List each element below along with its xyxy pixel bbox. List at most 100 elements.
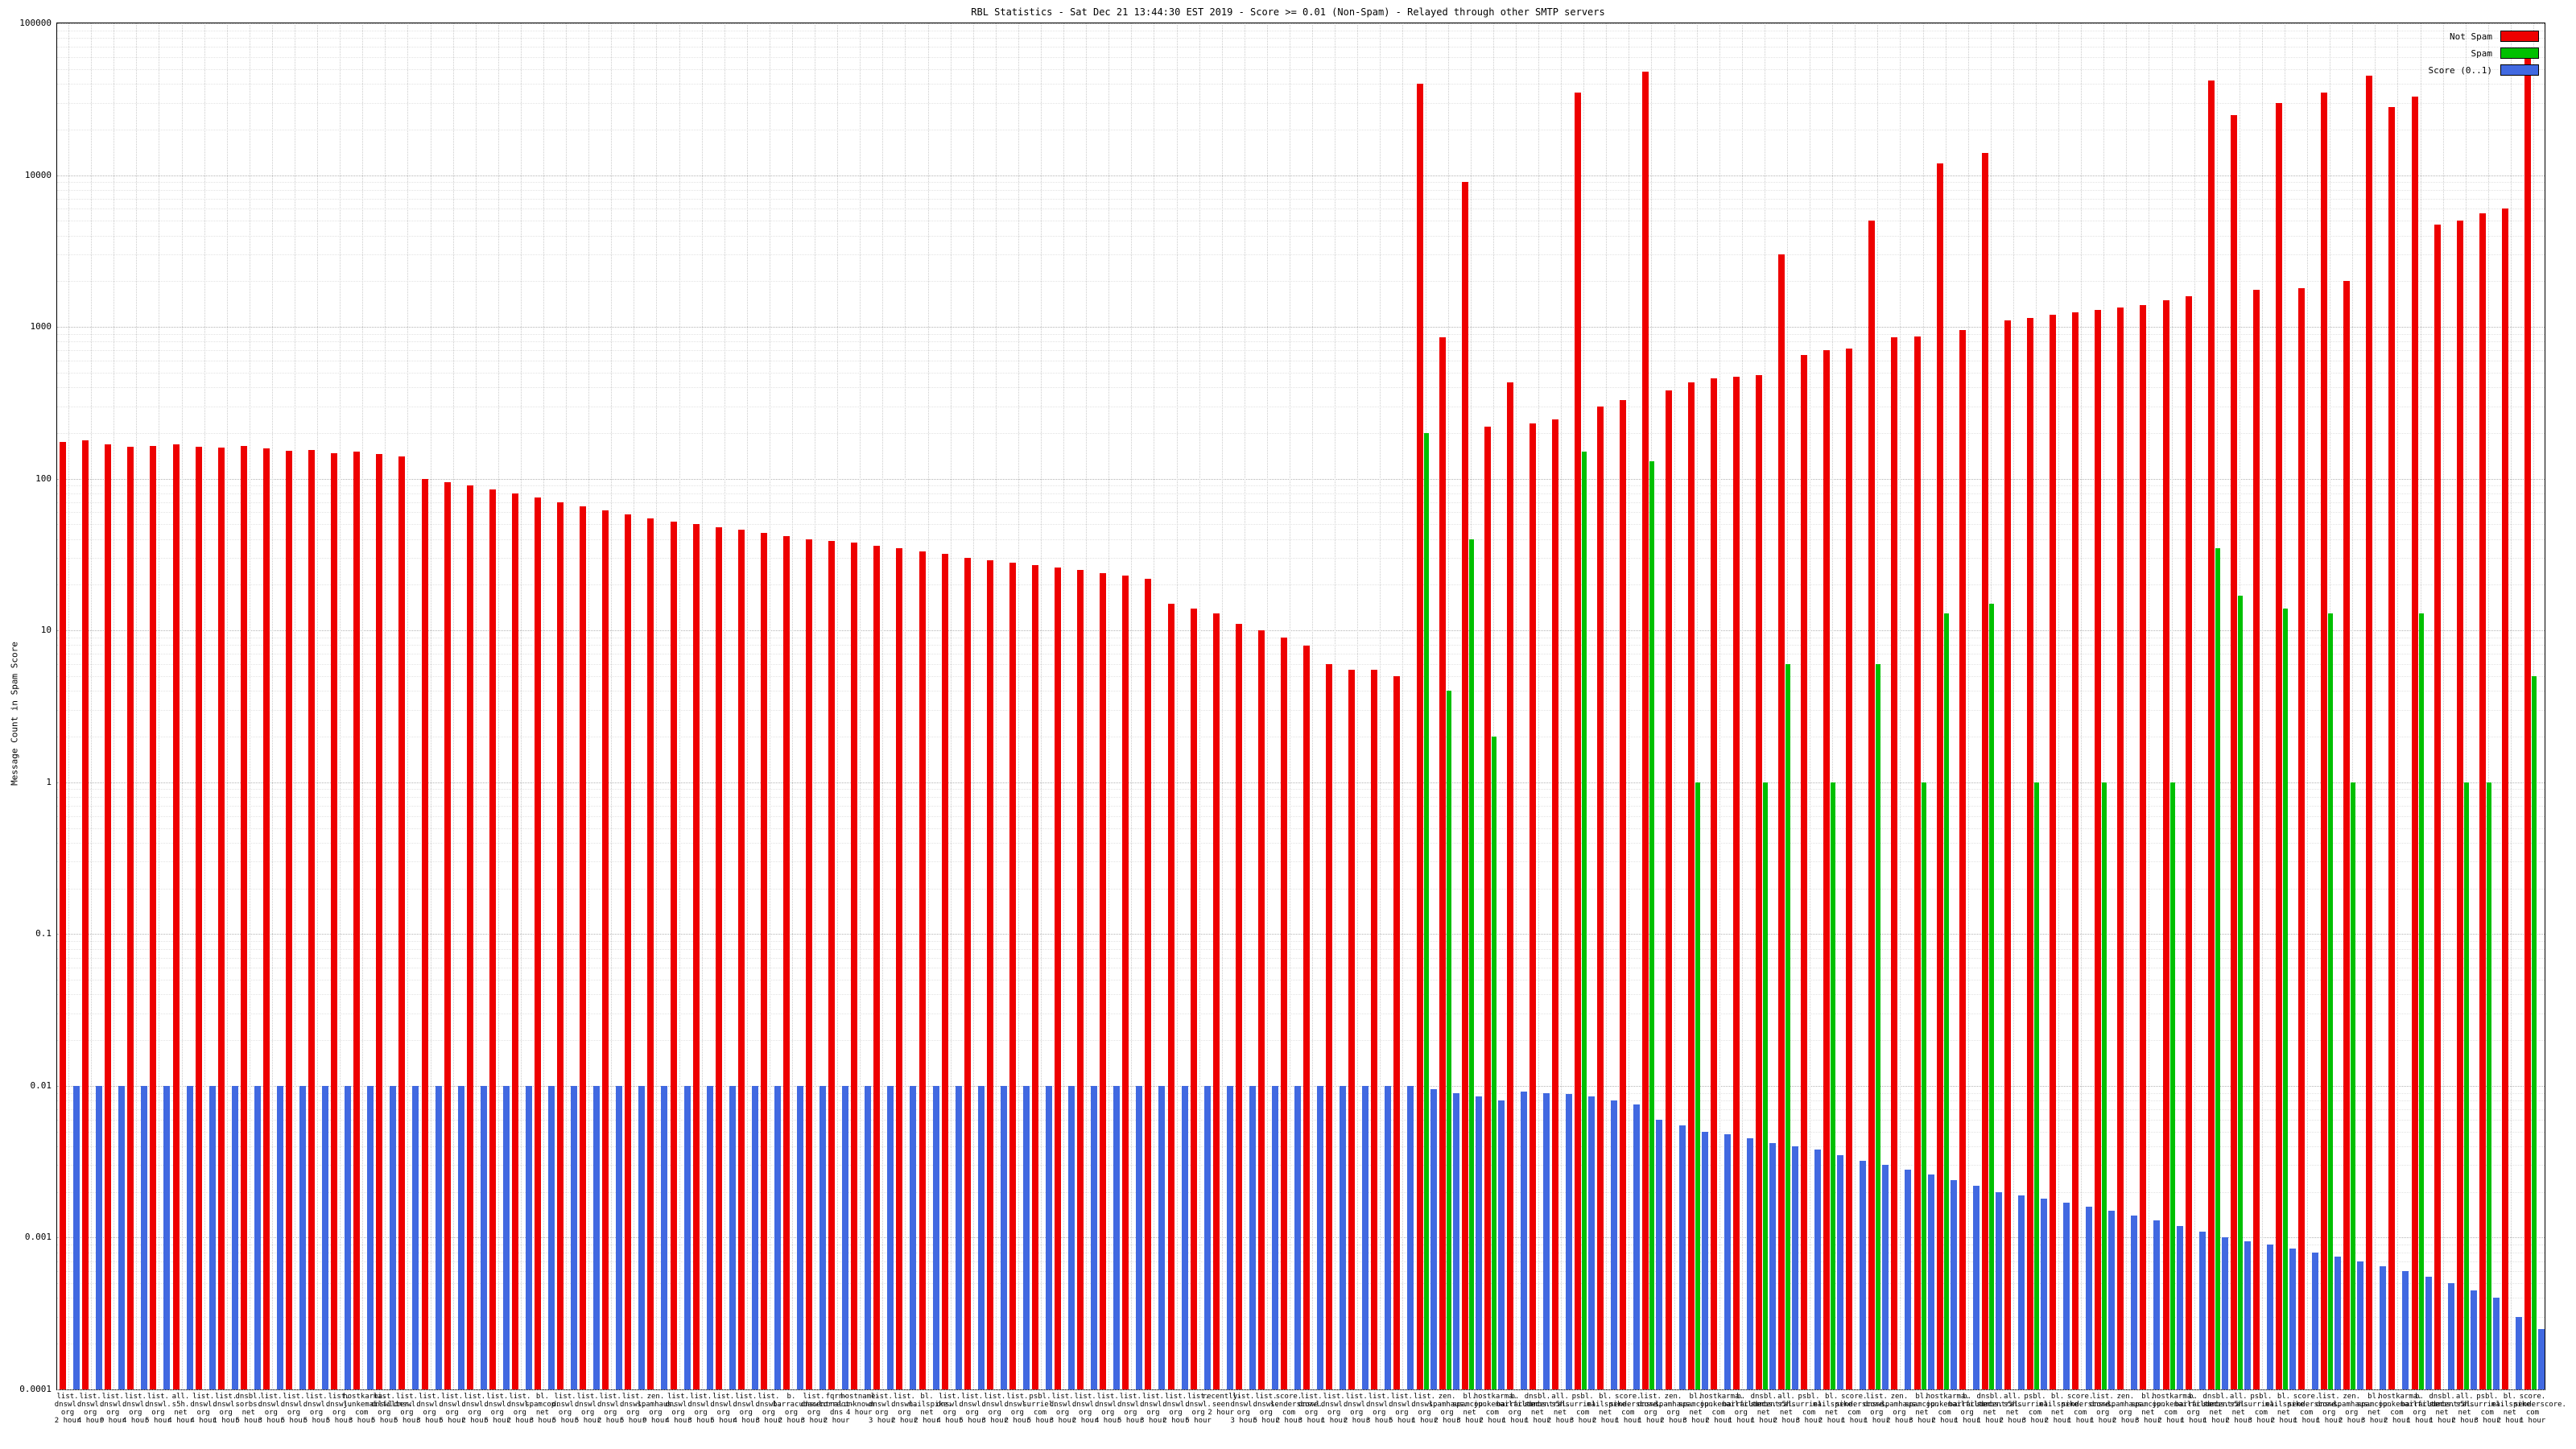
bar-not-spam bbox=[828, 540, 836, 1389]
bar-not-spam bbox=[195, 447, 202, 1389]
bar-not-spam bbox=[2230, 114, 2237, 1389]
gridline-vertical bbox=[905, 23, 906, 1389]
bar-not-spam bbox=[1280, 637, 1287, 1389]
bar-not-spam bbox=[806, 539, 813, 1389]
bar-score bbox=[254, 1085, 261, 1389]
gridline-vertical bbox=[452, 23, 454, 1389]
gridline-vertical bbox=[1832, 23, 1834, 1389]
bar-not-spam bbox=[1823, 350, 1831, 1389]
bar-not-spam bbox=[1439, 337, 1446, 1389]
gridline-vertical bbox=[2375, 23, 2376, 1389]
gridline-horizontal-minor bbox=[57, 539, 2545, 540]
bar-not-spam bbox=[2207, 80, 2215, 1389]
bar-not-spam bbox=[1031, 564, 1038, 1389]
bar-not-spam bbox=[602, 510, 609, 1389]
x-tick-label: list. dnswl. org 5 hour bbox=[394, 1393, 420, 1425]
gridline-vertical bbox=[1719, 23, 1720, 1389]
x-tick-label: zen. spamhaus. org 2 hour bbox=[1428, 1393, 1468, 1425]
bar-score bbox=[1542, 1092, 1550, 1389]
gridline-vertical bbox=[2058, 23, 2060, 1389]
bar-not-spam bbox=[1167, 604, 1174, 1389]
gridline-vertical bbox=[2035, 23, 2037, 1389]
bar-score bbox=[2357, 1261, 2364, 1389]
bar-not-spam bbox=[760, 532, 767, 1389]
gridline-vertical bbox=[1492, 23, 1494, 1389]
gridline-vertical bbox=[68, 23, 70, 1389]
y-tick-label: 1 bbox=[46, 776, 52, 787]
bar-score bbox=[367, 1085, 374, 1389]
gridline-vertical bbox=[181, 23, 183, 1389]
bar-score bbox=[231, 1085, 238, 1389]
gridline-horizontal-minor bbox=[57, 1109, 2545, 1111]
x-tick-label: list. dnswl. org 5 hour bbox=[303, 1393, 330, 1425]
bar-score bbox=[2266, 1245, 2273, 1389]
gridline-horizontal-minor bbox=[57, 1146, 2545, 1147]
x-tick-label: score. senderscore. com 1 hour bbox=[2288, 1393, 2341, 1425]
gridline-vertical bbox=[407, 23, 409, 1389]
y-tick-label: 10 bbox=[40, 625, 52, 636]
gridline-vertical bbox=[2352, 23, 2354, 1389]
bar-score bbox=[1724, 1134, 1731, 1389]
bar-not-spam bbox=[2095, 309, 2102, 1389]
bar-score bbox=[1972, 1185, 1979, 1389]
bar-score bbox=[2040, 1199, 2047, 1389]
gridline-horizontal-minor bbox=[57, 208, 2545, 210]
bar-not-spam bbox=[1235, 624, 1242, 1389]
x-tick-label: list. dnswl. org 5 hour bbox=[325, 1393, 353, 1425]
bar-spam bbox=[1762, 782, 1768, 1389]
bar-score bbox=[1701, 1131, 1708, 1389]
x-tick-label: bl. mailspike. net 2 hour bbox=[908, 1393, 952, 1425]
bar-score bbox=[1430, 1089, 1437, 1389]
bar-score bbox=[118, 1085, 126, 1389]
x-tick-label: list. dnswl. org 5 hour bbox=[710, 1393, 737, 1425]
gridline-horizontal-minor bbox=[57, 38, 2545, 39]
bar-score bbox=[1837, 1154, 1844, 1389]
bar-not-spam bbox=[1710, 378, 1717, 1389]
bar-spam bbox=[2169, 782, 2175, 1389]
x-tick-label: list. dnswl. org 3 hour bbox=[869, 1393, 895, 1425]
bar-score bbox=[796, 1085, 803, 1389]
gridline-horizontal-minor bbox=[57, 957, 2545, 959]
gridline-vertical bbox=[2013, 23, 2014, 1389]
bar-score bbox=[1385, 1085, 1392, 1389]
bar-not-spam bbox=[60, 441, 67, 1389]
x-tick-label: hostkarma. junkemailfilter. com 3 hour bbox=[343, 1393, 413, 1425]
bar-score bbox=[435, 1085, 442, 1389]
bar-not-spam bbox=[150, 445, 157, 1389]
bar-not-spam bbox=[376, 454, 383, 1389]
x-tick-label: list. dnswl. org 1 hour bbox=[1411, 1393, 1438, 1425]
x-tick-label: list. dnswl. org 1 hour bbox=[2089, 1393, 2116, 1425]
gridline-horizontal-minor bbox=[57, 861, 2545, 863]
gridline-horizontal-minor bbox=[57, 524, 2545, 526]
bar-score bbox=[1226, 1085, 1233, 1389]
gridline-vertical bbox=[362, 23, 364, 1389]
x-tick-label: list. dnswl. org 3 hour bbox=[981, 1393, 1009, 1425]
gridline-horizontal bbox=[57, 934, 2545, 935]
x-tick-label: zen. spamhaus. org 2 hour bbox=[1880, 1393, 1921, 1425]
bar-score bbox=[2131, 1215, 2138, 1389]
bar-not-spam bbox=[2026, 317, 2033, 1389]
x-tick-label: bl. mailspike. net 2 hour bbox=[2491, 1393, 2536, 1425]
gridline-horizontal-minor bbox=[57, 254, 2545, 256]
bar-not-spam bbox=[873, 546, 881, 1389]
x-tick-label: bl. spamcop. net 3 hour bbox=[1904, 1393, 1940, 1425]
gridline-horizontal-minor bbox=[57, 558, 2545, 559]
bar-not-spam bbox=[1100, 572, 1107, 1389]
x-tick-label: all. s5h. net 2 hour bbox=[1773, 1393, 1800, 1425]
bar-score bbox=[1203, 1085, 1211, 1389]
bar-score bbox=[729, 1085, 736, 1389]
bar-score bbox=[1181, 1085, 1188, 1389]
gridline-horizontal bbox=[57, 478, 2545, 480]
gridline-vertical bbox=[588, 23, 590, 1389]
bar-spam bbox=[2463, 782, 2469, 1389]
bar-spam bbox=[1446, 691, 1451, 1389]
bar-not-spam bbox=[1145, 578, 1152, 1389]
bar-score bbox=[547, 1085, 555, 1389]
bar-score bbox=[2176, 1225, 2183, 1389]
gridline-vertical bbox=[2261, 23, 2263, 1389]
x-tick-label: list. dnswl. org 4 hour bbox=[190, 1393, 217, 1425]
gridline-horizontal-minor bbox=[57, 432, 2545, 434]
x-tick-label: list. dnswl. org 3 hour bbox=[1366, 1393, 1393, 1425]
gridline-vertical bbox=[1515, 23, 1517, 1389]
bar-spam bbox=[2237, 595, 2243, 1389]
